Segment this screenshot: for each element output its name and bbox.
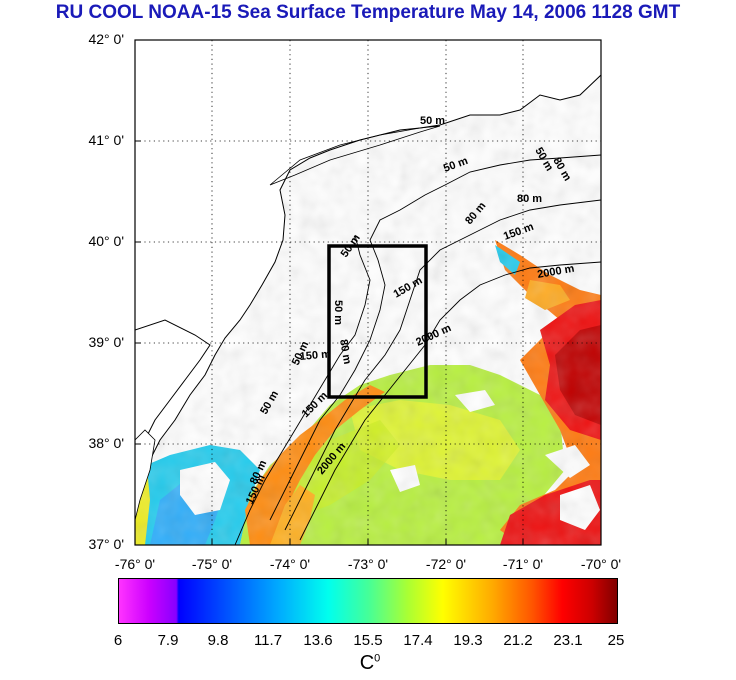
study-area-box xyxy=(327,244,428,399)
colorbar-unit: C xyxy=(359,652,375,674)
colorbar-tick-label: 15.5 xyxy=(353,632,383,649)
lat-tick-label: 39° 0' xyxy=(88,334,124,350)
lon-tick-label: -76° 0' xyxy=(114,556,156,572)
lat-tick-label: 38° 0' xyxy=(88,435,124,451)
lon-tick-label: -70° 0' xyxy=(580,556,622,572)
colorbar-tick-label: 6 xyxy=(113,632,123,649)
lon-tick-label: -71° 0' xyxy=(502,556,544,572)
lon-tick-label: -75° 0' xyxy=(191,556,233,572)
lat-tick-label: 41° 0' xyxy=(88,132,124,148)
lat-tick-label: 37° 0' xyxy=(88,536,124,552)
isobath-label: 80 m xyxy=(517,193,542,205)
colorbar-tick-label: 13.6 xyxy=(303,632,333,649)
colorbar-tick-label: 21.2 xyxy=(503,632,533,649)
coastline xyxy=(135,40,601,521)
isobath-label: 50 m xyxy=(332,300,344,325)
temperature-colorbar xyxy=(118,578,618,624)
colorbar-tick-label: 11.7 xyxy=(253,632,283,649)
lat-tick-label: 40° 0' xyxy=(88,233,124,249)
isobath-label: 150 m xyxy=(299,348,331,363)
colorbar-unit-superscript: 0 xyxy=(374,652,381,665)
lon-tick-label: -73° 0' xyxy=(347,556,389,572)
axis-ticks xyxy=(135,39,524,546)
lon-tick-label: -74° 0' xyxy=(269,556,311,572)
sst-map: 50 m 50 m 80 m 50 m 80 m 80 m 150 m 2000… xyxy=(134,39,602,546)
colorbar-tick-label: 9.8 xyxy=(207,632,229,649)
isobath-label: 50 m xyxy=(420,115,445,127)
colorbar-tick-label: 7.9 xyxy=(157,632,179,649)
isobath-label: 80 m xyxy=(337,338,353,365)
isobath-lines xyxy=(234,154,601,545)
colorbar-tick-label: 19.3 xyxy=(453,632,483,649)
colorbar-tick-label: 23.1 xyxy=(553,632,583,649)
lon-tick-label: -72° 0' xyxy=(425,556,467,572)
lat-tick-label: 42° 0' xyxy=(88,31,124,47)
colorbar-tick-label: 17.4 xyxy=(403,632,433,649)
map-title: RU COOL NOAA-15 Sea Surface Temperature … xyxy=(55,2,681,23)
colorbar-unit-label: C0 xyxy=(340,652,400,675)
colorbar-tick-label: 25 xyxy=(607,632,625,649)
